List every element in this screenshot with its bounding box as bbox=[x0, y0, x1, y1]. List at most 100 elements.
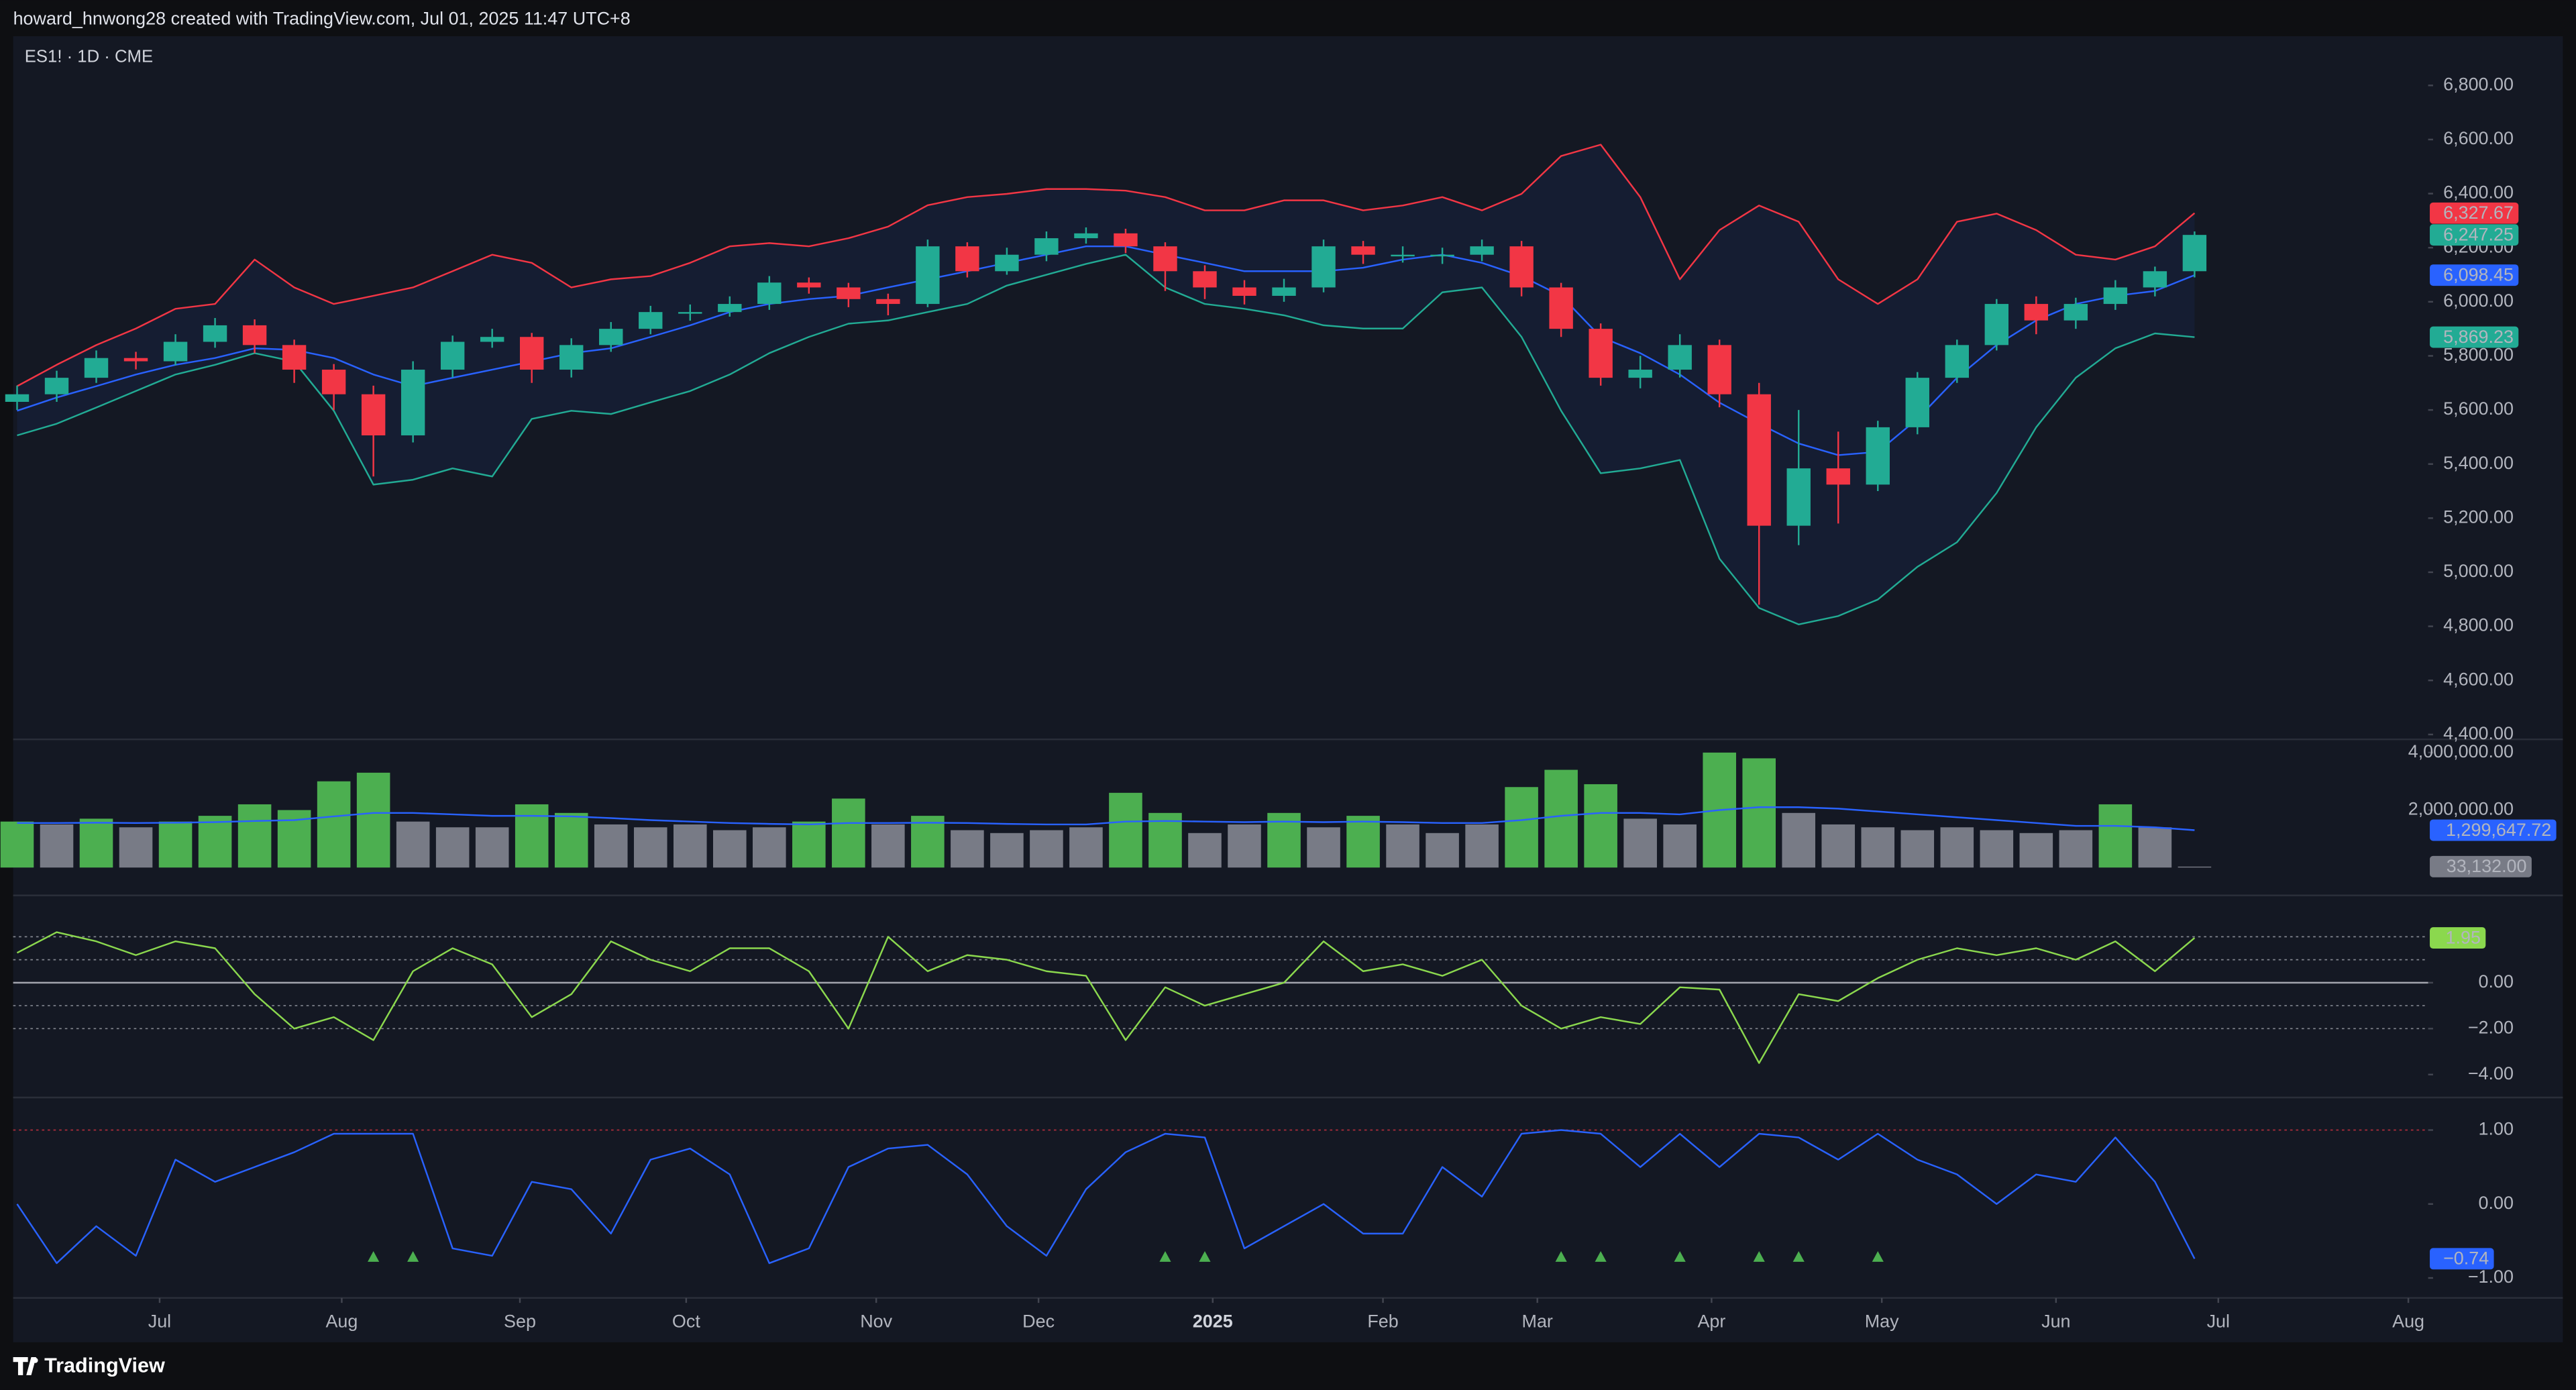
candle-body bbox=[1786, 468, 1811, 526]
signal-marker bbox=[1792, 1250, 1805, 1262]
volume-bar bbox=[1980, 830, 2014, 868]
volume-bar bbox=[753, 827, 786, 868]
candle-body bbox=[1984, 304, 2009, 345]
volume-bar bbox=[1861, 827, 1895, 868]
y-tick-label: 5,000.00 bbox=[2443, 561, 2514, 581]
x-tick-label: Apr bbox=[1697, 1312, 1725, 1332]
candle-body bbox=[440, 341, 465, 370]
volume-bar bbox=[1426, 833, 1459, 868]
value-tag-label: 33,132.00 bbox=[2447, 856, 2527, 876]
y-tick-label: −4.00 bbox=[2468, 1063, 2514, 1083]
y-tick-label: 4,800.00 bbox=[2443, 615, 2514, 635]
volume-bar bbox=[1069, 827, 1103, 868]
volume-bar bbox=[673, 824, 707, 868]
signal-marker bbox=[368, 1250, 380, 1262]
volume-bar bbox=[633, 827, 667, 868]
signal-marker bbox=[1872, 1250, 1884, 1262]
candle-body bbox=[1628, 370, 1652, 378]
volume-bar bbox=[951, 830, 984, 868]
volume-bar bbox=[1782, 812, 1816, 868]
y-tick-label: 6,600.00 bbox=[2443, 128, 2514, 148]
volume-bar bbox=[1188, 833, 1222, 868]
value-tag bbox=[2430, 264, 2519, 286]
candle-body bbox=[321, 370, 346, 394]
volume-bar bbox=[158, 821, 193, 868]
candle-body bbox=[2063, 304, 2088, 321]
volume-bar bbox=[1584, 784, 1617, 868]
value-tag bbox=[2430, 202, 2519, 224]
candle-body bbox=[361, 394, 386, 435]
candle-body bbox=[203, 325, 227, 342]
candle-body bbox=[1153, 246, 1177, 272]
y-tick-label: 2,000,000.00 bbox=[2408, 799, 2514, 819]
value-tag-label: −0.74 bbox=[2443, 1248, 2489, 1269]
candle-body bbox=[480, 337, 504, 342]
volume-bar bbox=[1821, 824, 1856, 868]
candle-body bbox=[2143, 271, 2167, 288]
candle-body bbox=[1034, 238, 1059, 255]
volume-bar bbox=[40, 824, 74, 868]
candle-body bbox=[876, 299, 900, 305]
x-tick-label: Aug bbox=[2392, 1312, 2424, 1332]
candle-body bbox=[718, 304, 742, 313]
candle-body bbox=[2103, 287, 2128, 305]
volume-bar bbox=[1900, 830, 1935, 868]
volume-bar bbox=[237, 804, 272, 868]
candle-body bbox=[2024, 304, 2049, 321]
y-tick-label: 5,600.00 bbox=[2443, 398, 2514, 419]
volume-bar bbox=[1742, 758, 1776, 868]
candle-body bbox=[163, 341, 188, 362]
volume-bar bbox=[990, 833, 1024, 868]
volume-bar bbox=[911, 816, 945, 868]
y-tick-label: 6,400.00 bbox=[2443, 182, 2514, 203]
x-tick-label: May bbox=[1865, 1312, 1899, 1332]
y-tick-label: 5,200.00 bbox=[2443, 506, 2514, 527]
signal-marker bbox=[1555, 1250, 1567, 1262]
volume-bar bbox=[713, 830, 747, 868]
candle-body bbox=[242, 325, 267, 345]
candle-body bbox=[1114, 233, 1138, 247]
volume-bar bbox=[1228, 824, 1261, 868]
volume-bar bbox=[1148, 812, 1182, 868]
volume-bar bbox=[435, 827, 470, 868]
logo-dot bbox=[32, 1357, 38, 1363]
y-tick-label: 6,000.00 bbox=[2443, 290, 2514, 311]
y-tick-label: 5,800.00 bbox=[2443, 345, 2514, 365]
x-tick-label: Sep bbox=[504, 1312, 536, 1332]
candle-body bbox=[1272, 287, 1296, 296]
candle-body bbox=[1589, 329, 1613, 378]
value-tag-label: 1,299,647.72 bbox=[2446, 820, 2551, 840]
volume-bar bbox=[871, 824, 905, 868]
signal-marker bbox=[1753, 1250, 1765, 1262]
x-tick-label: Nov bbox=[860, 1312, 892, 1332]
volume-bar bbox=[1505, 787, 1538, 868]
candle-body bbox=[1945, 345, 1970, 378]
x-tick-label: 2025 bbox=[1193, 1312, 1233, 1332]
signal-marker bbox=[1199, 1250, 1211, 1262]
candle-body bbox=[916, 246, 940, 305]
y-tick-label: 0.00 bbox=[2479, 1193, 2514, 1213]
header-text: howard_hnwong28 created with TradingView… bbox=[13, 9, 631, 29]
candle-body bbox=[995, 254, 1019, 272]
candle-body bbox=[757, 282, 782, 305]
y-tick-label: 4,400.00 bbox=[2443, 723, 2514, 743]
candle-body bbox=[1905, 378, 1929, 427]
candle-body bbox=[123, 358, 148, 362]
y-tick-label: 4,000,000.00 bbox=[2408, 741, 2514, 761]
value-tag bbox=[2430, 326, 2519, 348]
volume-bar bbox=[1544, 769, 1578, 868]
volume-bar bbox=[2098, 804, 2133, 868]
x-tick-label: Jul bbox=[2207, 1312, 2230, 1332]
y-tick-label: 6,800.00 bbox=[2443, 74, 2514, 94]
candle-body bbox=[639, 312, 663, 329]
volume-bar bbox=[1940, 827, 1974, 868]
value-tag bbox=[2430, 927, 2486, 949]
y-tick-label: −1.00 bbox=[2468, 1267, 2514, 1287]
volume-bar bbox=[119, 827, 153, 868]
volume-bar bbox=[198, 816, 232, 868]
band-line bbox=[16, 144, 2196, 387]
value-tag bbox=[2430, 224, 2519, 246]
volume-bar bbox=[2019, 833, 2053, 868]
x-tick-label: Oct bbox=[672, 1312, 700, 1332]
